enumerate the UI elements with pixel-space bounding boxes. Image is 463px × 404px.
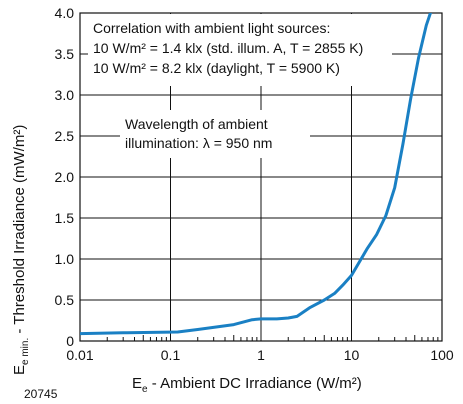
y-tick-label: 2.0 [55, 169, 75, 185]
y-tick-label: 4.0 [55, 5, 75, 21]
correlation-annotation: Correlation with ambient light sources: … [93, 20, 363, 76]
x-tick-label: 10 [344, 347, 360, 363]
annotation-background [88, 14, 392, 158]
correlation-line-3: 10 W/m² = 8.2 klx (daylight, T = 5900 K) [93, 60, 340, 76]
x-tick-label: 1 [257, 347, 265, 363]
wavelength-line-2: illumination: λ = 950 nm [125, 135, 272, 151]
y-tick-label: 1.5 [55, 210, 75, 226]
correlation-line-1: Correlation with ambient light sources: [93, 20, 330, 36]
x-axis-label-rest: - Ambient DC Irradiance (W/m²) [148, 375, 362, 392]
y-axis-label-subscript: e min. [20, 338, 31, 365]
figure-id: 20745 [24, 387, 58, 401]
wavelength-annotation-bg [120, 110, 310, 158]
x-tick-label: 0.1 [161, 347, 181, 363]
y-tick-label: 0 [66, 333, 74, 349]
y-axis-label: Ee min. - Threshold Irradiance (mW/m²) [11, 125, 31, 375]
y-tick-label: 2.5 [55, 128, 75, 144]
x-tick-label: 100 [430, 347, 454, 363]
x-axis-label: Ee - Ambient DC Irradiance (W/m²) [132, 375, 362, 395]
x-tick-label: 0.01 [66, 347, 93, 363]
y-tick-label: 3.0 [55, 87, 75, 103]
y-axis-label-rest: - Threshold Irradiance (mW/m²) [11, 125, 28, 338]
y-tick-label: 3.5 [55, 46, 75, 62]
plot-frame [79, 12, 443, 342]
x-axis-label-subscript: e [142, 384, 148, 395]
y-axis-label-main: E [11, 365, 28, 375]
series-layer [80, 13, 433, 336]
correlation-line-2: 10 W/m² = 1.4 klx (std. illum. A, T = 28… [93, 40, 363, 56]
wavelength-line-1: Wavelength of ambient [125, 116, 268, 132]
y-tick-label: 1.0 [55, 251, 75, 267]
wavelength-annotation: Wavelength of ambient illumination: λ = … [125, 116, 272, 151]
y-tick-label: 0.5 [55, 292, 75, 308]
axis-ticks: 0.01 0.1 1 10 100 0 0.5 1.0 1.5 2.0 2.5 3.0 3.5 4.0 [55, 5, 454, 363]
threshold-irradiance-line [80, 13, 433, 336]
x-axis-label-main: E [132, 375, 142, 392]
correlation-annotation-bg [88, 14, 392, 86]
